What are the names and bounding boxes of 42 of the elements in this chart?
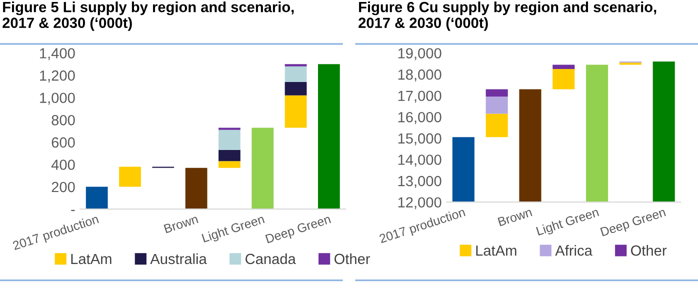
x-tick-label: Light Green xyxy=(536,207,600,238)
chart-title: Figure 6 Cu supply by region and scenario, 2017 & 2030 (‘000t) xyxy=(358,2,656,31)
y-tick-label: 17,000 xyxy=(398,90,442,103)
y-tick-label: 1,000 xyxy=(40,92,75,105)
legend-label: Australia xyxy=(150,253,207,264)
bar xyxy=(218,130,240,150)
y-tick-label: - xyxy=(71,210,75,212)
bar xyxy=(86,186,108,210)
x-tick-label: Deep Green xyxy=(600,208,667,239)
legend-label: Canada xyxy=(246,253,296,264)
legend-label: Other xyxy=(631,245,667,256)
chart-title: Figure 5 Li supply by region and scenario, 2017 & 2030 (‘000t) xyxy=(2,2,294,31)
legend-label: Other xyxy=(334,253,370,264)
y-tick-label: 13,000 xyxy=(398,176,442,188)
bar xyxy=(284,95,307,128)
y-tick-label: 800 xyxy=(52,115,75,126)
y-tick-label: 12,000 xyxy=(398,197,442,210)
x-tick-label: Brown xyxy=(498,208,532,226)
legend-label: Africa xyxy=(555,245,592,256)
x-tick-label: Deep Green xyxy=(265,214,332,246)
y-tick-label: 600 xyxy=(52,137,75,148)
bar xyxy=(252,128,274,210)
bar xyxy=(218,161,240,168)
bar xyxy=(318,64,340,210)
y-tick-label: 1,200 xyxy=(40,70,75,82)
x-tick-label: Light Green xyxy=(201,214,266,245)
bar xyxy=(284,82,307,96)
y-tick-label: 400 xyxy=(51,160,75,170)
y-tick-label: 18,000 xyxy=(398,69,442,82)
y-tick-label: 15,000 xyxy=(398,133,442,146)
legend-label: LatAm xyxy=(476,246,516,256)
bar xyxy=(119,166,141,187)
bar xyxy=(185,168,208,210)
legend-label: LatAm xyxy=(71,254,112,264)
y-tick-label: 200 xyxy=(52,182,75,192)
y-tick-label: 14,000 xyxy=(398,154,442,167)
x-tick-label: Brown xyxy=(164,214,198,234)
y-tick-label: 1,400 xyxy=(40,48,75,60)
y-tick-label: 19,000 xyxy=(398,48,442,60)
bar xyxy=(284,66,307,82)
bar xyxy=(218,150,240,162)
y-tick-label: 16,000 xyxy=(398,112,442,124)
